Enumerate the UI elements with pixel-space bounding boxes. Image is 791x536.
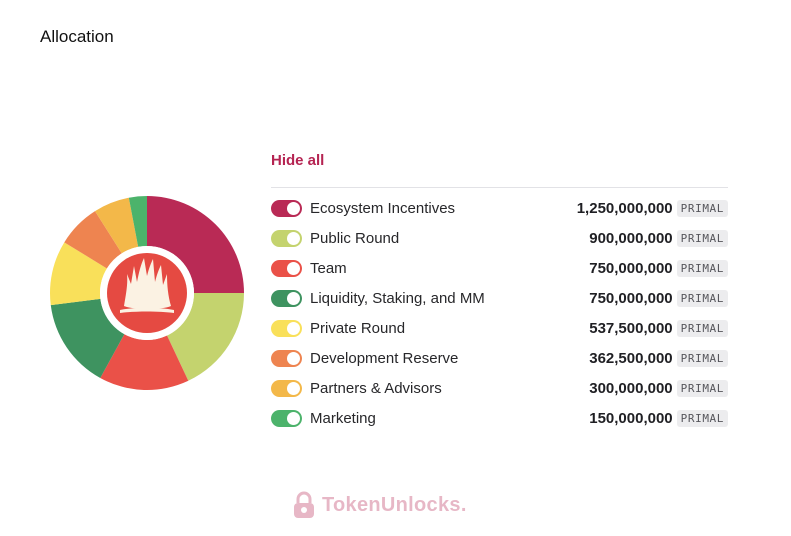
legend-row-partners-advisors: Partners & Advisors 300,000,000 PRIMAL (271, 374, 728, 404)
toggle-development-reserve[interactable] (271, 350, 302, 368)
toggle-public-round[interactable] (271, 229, 302, 247)
page-title: Allocation (40, 27, 114, 46)
token-badge: PRIMAL (676, 229, 728, 247)
token-badge: PRIMAL (676, 350, 728, 368)
primal-logo-icon (107, 253, 187, 333)
legend-row-development-reserve: Development Reserve 362,500,000 PRIMAL (271, 343, 728, 373)
legend-label: Private Round (310, 319, 406, 337)
legend-amount: 750,000,000 (589, 289, 673, 307)
donut-slice-public-round[interactable] (167, 293, 244, 381)
lock-icon (294, 491, 314, 518)
legend-label: Development Reserve (310, 350, 459, 368)
toggle-partners-advisors[interactable] (271, 380, 302, 398)
token-badge: PRIMAL (676, 289, 728, 307)
legend-row-marketing: Marketing 150,000,000 PRIMAL (271, 404, 728, 434)
donut-svg (50, 196, 244, 390)
hide-all-button[interactable]: Hide all (271, 152, 325, 169)
toggle-liquidity-staking-mm[interactable] (271, 289, 302, 307)
token-badge: PRIMAL (676, 380, 728, 398)
toggle-ecosystem-incentives[interactable] (271, 199, 302, 217)
tokenunlocks-watermark: TokenUnlocks. (292, 491, 467, 519)
donut-slice-ecosystem-incentives[interactable] (147, 196, 244, 293)
legend-amount: 537,500,000 (589, 319, 673, 337)
legend-label: Partners & Advisors (310, 380, 442, 398)
toggle-knob (287, 412, 300, 426)
legend-label: Ecosystem Incentives (310, 199, 456, 217)
legend-row-public-round: Public Round 900,000,000 PRIMAL (271, 223, 728, 253)
legend-amount: 750,000,000 (589, 259, 673, 277)
toggle-knob (287, 261, 300, 275)
donut-slice-marketing[interactable] (128, 196, 147, 247)
toggle-knob (287, 352, 300, 366)
token-badge: PRIMAL (676, 319, 728, 337)
legend-divider (271, 187, 728, 188)
legend-row-private-round: Private Round 537,500,000 PRIMAL (271, 313, 728, 343)
toggle-knob (287, 291, 300, 305)
legend-panel: Hide all Ecosystem Incentives 1,250,000,… (271, 150, 728, 434)
legend-amount: 300,000,000 (589, 380, 673, 398)
legend-row-team: Team 750,000,000 PRIMAL (271, 253, 728, 283)
watermark-brand: TokenUnlocks (322, 493, 461, 516)
toggle-knob (287, 231, 300, 245)
donut-slice-private-round[interactable] (50, 242, 107, 306)
legend-label: Public Round (310, 229, 400, 247)
token-badge: PRIMAL (676, 410, 728, 428)
toggle-marketing[interactable] (271, 410, 302, 428)
token-badge: PRIMAL (676, 259, 728, 277)
toggle-knob (287, 382, 300, 396)
legend-row-ecosystem-incentives: Ecosystem Incentives 1,250,000,000 PRIMA… (271, 193, 728, 223)
toggle-knob (287, 201, 300, 215)
token-badge: PRIMAL (676, 199, 728, 217)
allocation-donut-chart (40, 186, 254, 400)
legend-amount: 1,250,000,000 (576, 199, 673, 217)
legend-label: Liquidity, Staking, and MM (310, 289, 485, 307)
toggle-team[interactable] (271, 259, 302, 277)
legend-label: Team (310, 259, 347, 277)
donut-slice-partners-advisors[interactable] (95, 197, 139, 254)
toggle-knob (287, 321, 300, 335)
legend-row-liquidity-staking-mm: Liquidity, Staking, and MM 750,000,000 P… (271, 283, 728, 313)
donut-slice-development-reserve[interactable] (64, 211, 122, 269)
donut-slice-liquidity-staking-and-mm[interactable] (50, 298, 125, 379)
legend-label: Marketing (310, 410, 376, 428)
toggle-private-round[interactable] (271, 319, 302, 337)
donut-slice-team[interactable] (100, 334, 189, 390)
watermark-dot: . (460, 493, 467, 516)
legend-amount: 362,500,000 (589, 350, 673, 368)
legend-amount: 900,000,000 (589, 229, 673, 247)
slice-group (50, 196, 244, 390)
legend-amount: 150,000,000 (589, 410, 673, 428)
